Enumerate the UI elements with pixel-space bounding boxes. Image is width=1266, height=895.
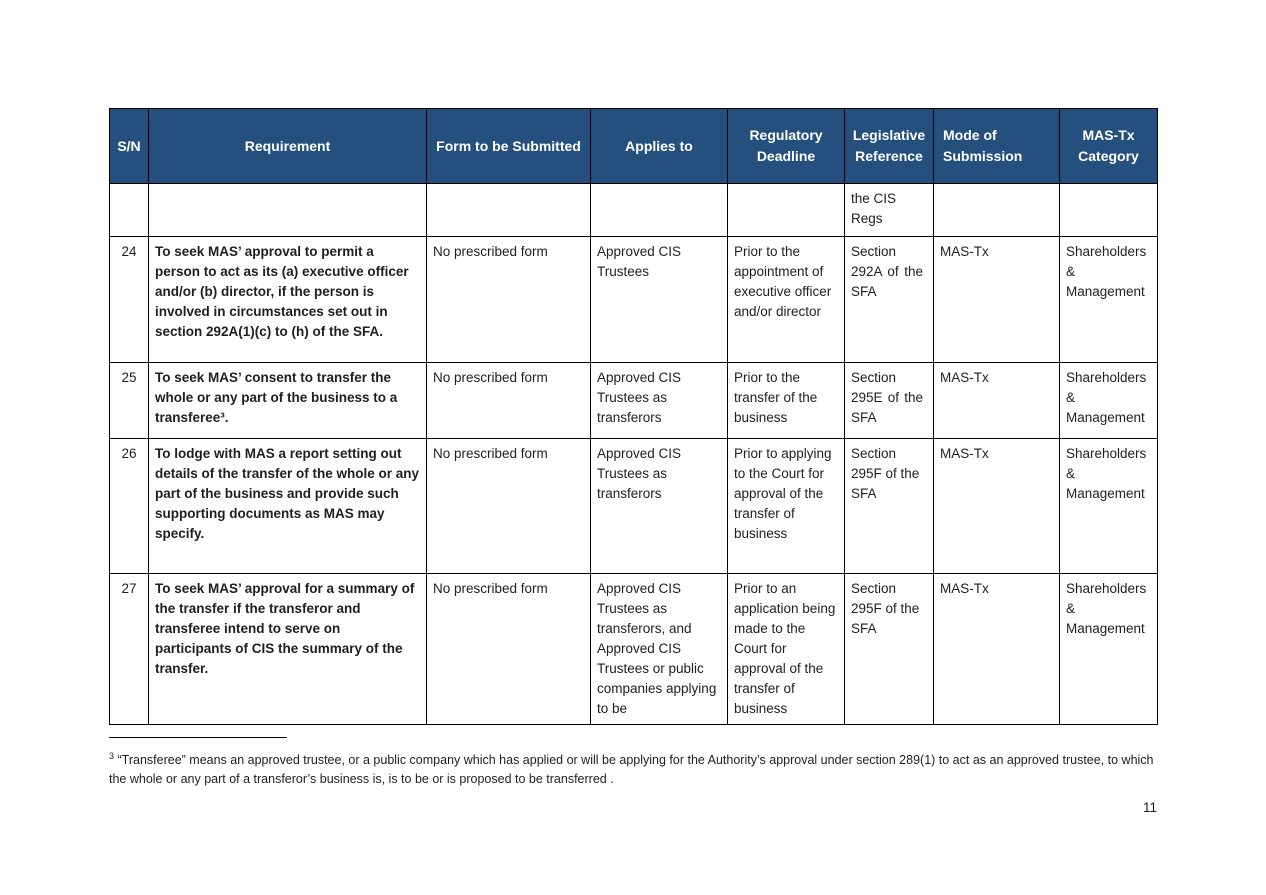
cell-deadline: Prior to the appointment of executive of… (727, 236, 845, 363)
cell-category: Shareholders & Management (1059, 573, 1158, 725)
cell-sn: 25 (109, 362, 149, 439)
cell-requirement: To seek MAS’ approval to permit a person… (148, 236, 427, 363)
cell-category: Shareholders & Management (1059, 362, 1158, 439)
column-header-applies-to: Applies to (590, 108, 728, 184)
cell-sn (109, 183, 149, 237)
cell-deadline: Prior to an application being made to th… (727, 573, 845, 725)
cell-requirement: To lodge with MAS a report setting out d… (148, 438, 427, 574)
requirements-table: S/N Requirement Form to be Submitted App… (109, 108, 1158, 725)
cell-mode: MAS-Tx (933, 362, 1060, 439)
table-header-row: S/N Requirement Form to be Submitted App… (109, 108, 1158, 184)
cell-reference: Section 295F of the SFA (844, 573, 934, 725)
cell-sn: 26 (109, 438, 149, 574)
footnote-separator (109, 737, 287, 738)
cell-requirement (148, 183, 427, 237)
column-header-mode-of-submission: Mode of Submission (933, 108, 1060, 184)
column-header-form: Form to be Submitted (426, 108, 591, 184)
cell-reference: Section 295F of the SFA (844, 438, 934, 574)
table-row-26: 26 To lodge with MAS a report setting ou… (109, 438, 1158, 574)
column-header-legislative-reference: Legislative Reference (844, 108, 934, 184)
footnote-marker: 3 (109, 751, 115, 761)
page-number: 11 (1142, 800, 1157, 815)
cell-sn: 24 (109, 236, 149, 363)
cell-category: Shareholders & Management (1059, 236, 1158, 363)
table-row-continuation: the CIS Regs (109, 183, 1158, 237)
cell-form: No prescribed form (426, 438, 591, 574)
table-row-27: 27 To seek MAS’ approval for a summary o… (109, 573, 1158, 725)
cell-mode: MAS-Tx (933, 573, 1060, 725)
cell-requirement: To seek MAS’ approval for a summary of t… (148, 573, 427, 725)
column-header-sn: S/N (109, 108, 149, 184)
cell-mode (933, 183, 1060, 237)
cell-reference: Section 295E of the SFA (844, 362, 934, 439)
cell-sn: 27 (109, 573, 149, 725)
column-header-mas-tx-category: MAS-Tx Category (1059, 108, 1158, 184)
cell-requirement: To seek MAS’ consent to transfer the who… (148, 362, 427, 439)
cell-form: No prescribed form (426, 236, 591, 363)
cell-form: No prescribed form (426, 573, 591, 725)
cell-applies-to (590, 183, 728, 237)
cell-mode: MAS-Tx (933, 236, 1060, 363)
column-header-requirement: Requirement (148, 108, 427, 184)
cell-reference: Section 292A of the SFA (844, 236, 934, 363)
footnote-text: “Transferee” means an approved trustee, … (109, 753, 1154, 787)
cell-reference: the CIS Regs (844, 183, 934, 237)
cell-deadline: Prior to applying to the Court for appro… (727, 438, 845, 574)
cell-applies-to: Approved CIS Trustees as transferors (590, 362, 728, 439)
column-header-regulatory-deadline: Regulatory Deadline (727, 108, 845, 184)
cell-category: Shareholders & Management (1059, 438, 1158, 574)
cell-applies-to: Approved CIS Trustees as transferors (590, 438, 728, 574)
cell-deadline: Prior to the transfer of the business (727, 362, 845, 439)
cell-category (1059, 183, 1158, 237)
table-row-24: 24 To seek MAS’ approval to permit a per… (109, 236, 1158, 363)
footnote: 3 “Transferee” means an approved trustee… (109, 747, 1157, 789)
cell-applies-to: Approved CIS Trustees as transferors, an… (590, 573, 728, 725)
cell-form: No prescribed form (426, 362, 591, 439)
cell-applies-to: Approved CIS Trustees (590, 236, 728, 363)
cell-form (426, 183, 591, 237)
table-row-25: 25 To seek MAS’ consent to transfer the … (109, 362, 1158, 439)
cell-mode: MAS-Tx (933, 438, 1060, 574)
cell-deadline (727, 183, 845, 237)
